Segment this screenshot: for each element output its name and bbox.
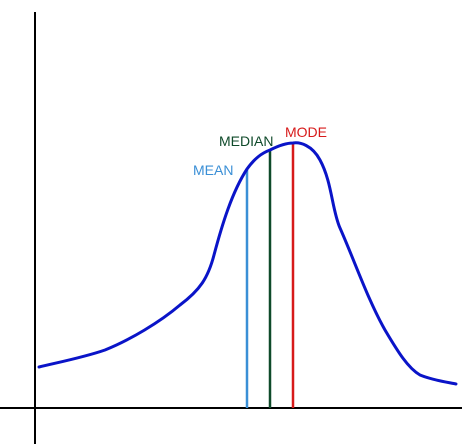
distribution-curve	[37, 141, 458, 386]
mode-label: MODE	[285, 124, 327, 140]
median-label: MEDIAN	[219, 133, 273, 149]
mean-label: MEAN	[193, 162, 233, 178]
